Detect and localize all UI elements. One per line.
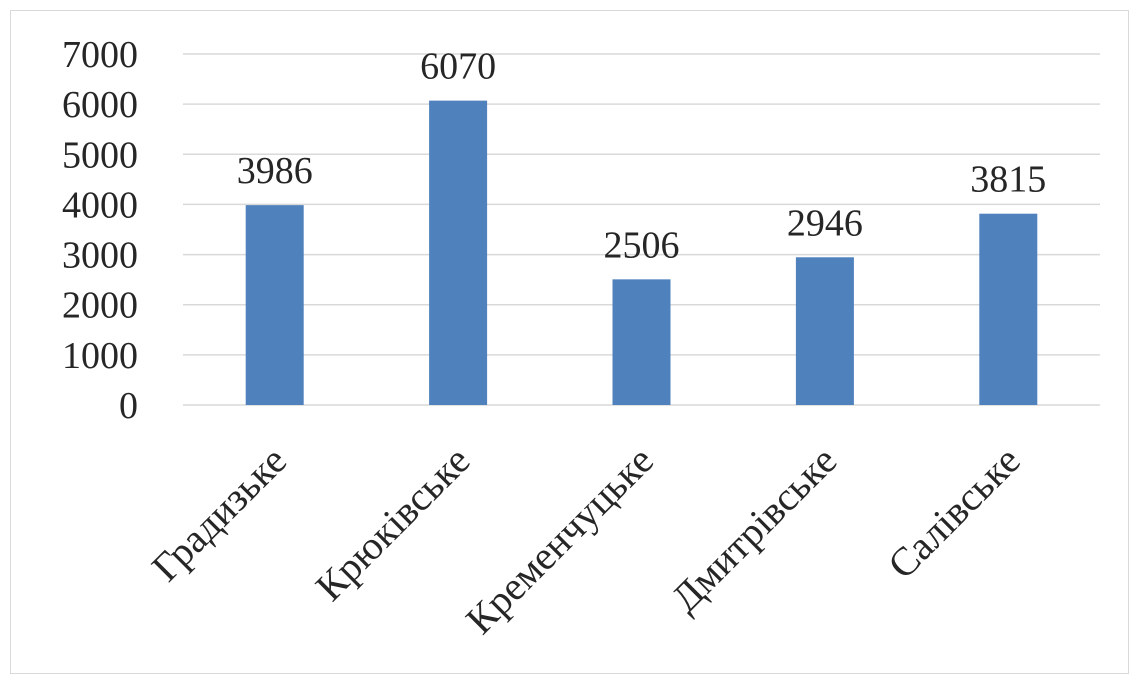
y-tick-label: 3000 (62, 235, 138, 277)
bar (979, 213, 1038, 405)
data-label: 2946 (787, 202, 863, 244)
bar (429, 100, 488, 405)
y-tick-label: 7000 (62, 34, 138, 76)
y-tick-label: 0 (119, 385, 138, 427)
y-axis-tick-labels: 0 1000 2000 3000 4000 5000 6000 7000 (62, 34, 138, 427)
gridlines (183, 53, 1100, 406)
bar (612, 279, 671, 405)
x-category-label: Кременчуцьке (457, 438, 662, 643)
bar (245, 205, 304, 405)
x-category-label: Салівське (879, 438, 1029, 588)
x-category-label: Градизьке (143, 438, 295, 590)
y-tick-label: 1000 (62, 335, 138, 377)
bar (795, 257, 854, 405)
data-label: 3986 (237, 150, 313, 192)
data-label: 3815 (970, 159, 1046, 201)
bars (245, 100, 1038, 405)
y-tick-label: 5000 (62, 134, 138, 176)
chart-frame (10, 10, 1129, 674)
x-category-label: Крюківське (307, 438, 479, 610)
data-label: 2506 (604, 224, 680, 266)
y-tick-label: 6000 (62, 84, 138, 126)
x-category-label: Дмитрівське (662, 438, 845, 621)
data-label: 6070 (420, 46, 496, 88)
y-tick-label: 2000 (62, 285, 138, 327)
data-labels: 3986 6070 2506 2946 3815 (237, 46, 1047, 267)
y-tick-label: 4000 (62, 184, 138, 226)
